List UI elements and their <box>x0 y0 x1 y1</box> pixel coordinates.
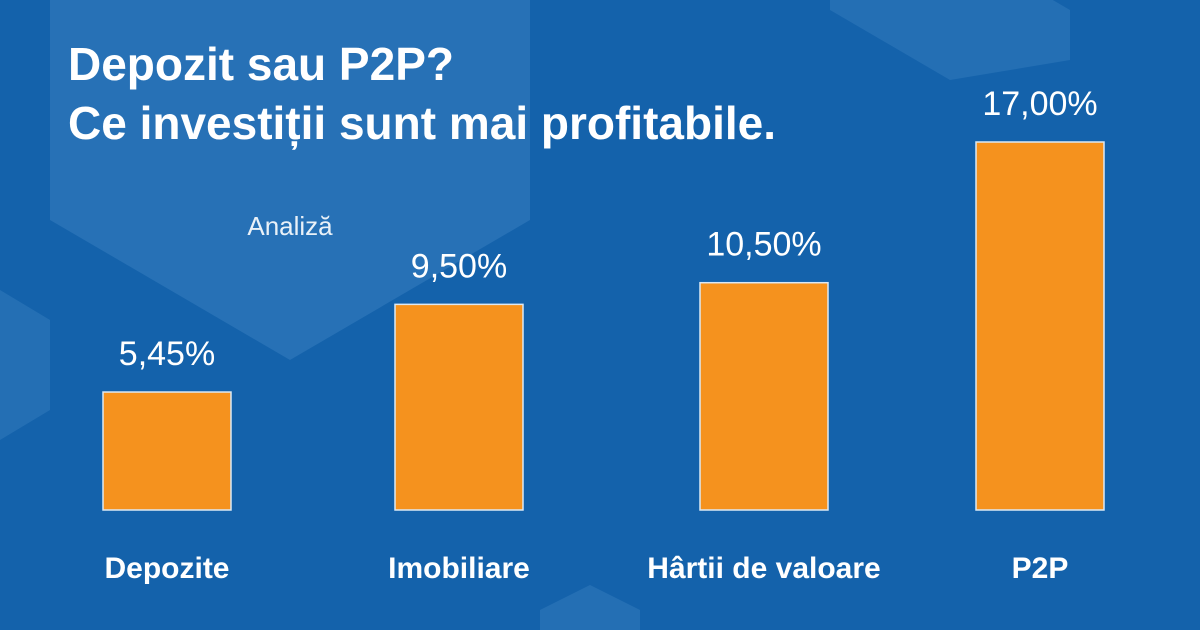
bar <box>394 303 524 511</box>
value-label: 9,50% <box>411 247 507 285</box>
value-label: 17,00% <box>982 85 1097 123</box>
hexagon-decoration <box>50 0 530 360</box>
chart-title: Depozit sau P2P? <box>68 38 454 90</box>
x-tick-label: P2P <box>1012 552 1069 585</box>
bar <box>975 141 1105 511</box>
value-label: 5,45% <box>119 335 215 373</box>
bar <box>102 391 232 511</box>
hexagon-decoration <box>540 585 640 630</box>
hexagon-decoration <box>830 0 1070 80</box>
bar <box>699 281 829 511</box>
hexagon-decoration <box>0 290 50 440</box>
x-tick-label: Depozite <box>104 552 229 585</box>
chart-title: Ce investiții sunt mai profitabile. <box>68 97 776 150</box>
chart-subtitle: Analiză <box>247 211 333 241</box>
x-tick-label: Imobiliare <box>388 552 530 585</box>
x-tick-label: Hârtii de valoare <box>647 552 880 585</box>
value-label: 10,50% <box>706 226 821 264</box>
